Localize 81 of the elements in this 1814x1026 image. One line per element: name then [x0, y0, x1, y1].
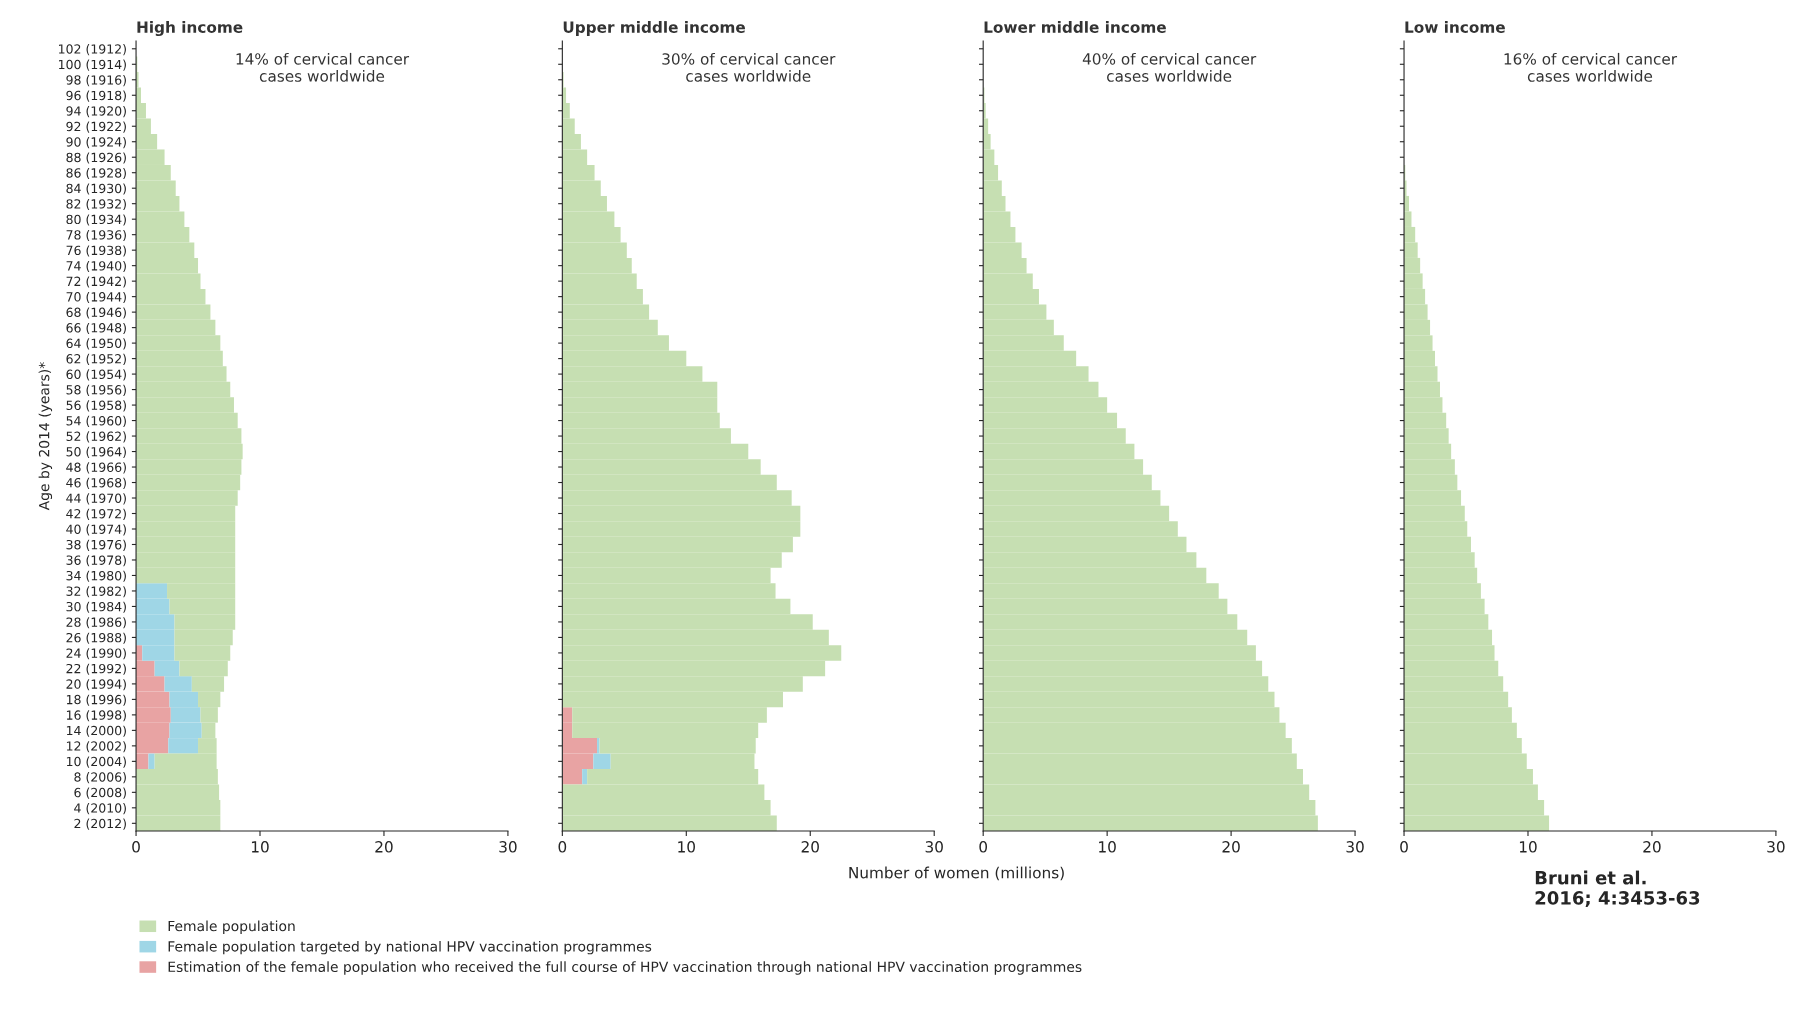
y-tick-label: 6 (2008)	[74, 787, 126, 799]
x-tick-label: 10	[1099, 841, 1116, 853]
legend-label: Female population	[168, 920, 295, 934]
y-tick-label: 86 (1928)	[66, 167, 126, 180]
y-tick-label: 16 (1998)	[66, 710, 126, 722]
y-tick-label: 98 (1916)	[66, 75, 126, 87]
chart-title: Low income	[1405, 21, 1505, 33]
y-tick-label: 64 (1950)	[66, 338, 126, 350]
y-tick-label: 42 (1972)	[66, 508, 126, 520]
y-tick-label: 10 (2004)	[66, 756, 126, 768]
y-tick-label: 96 (1918)	[66, 90, 126, 102]
y-tick-label: 14 (2000)	[66, 725, 126, 737]
annotation: 40% of cervical cancer cases worldwide	[1082, 52, 1257, 82]
x-axis-title: Number of women (millions)	[849, 866, 1064, 881]
chart-title: Lower middle income	[984, 21, 1166, 33]
y-tick-label: 26 (1988)	[66, 632, 126, 644]
y-tick-label: 78 (1936)	[66, 229, 126, 242]
y-tick-label: 90 (1924)	[66, 136, 126, 149]
x-tick-label: 0	[1400, 841, 1408, 853]
y-tick-label: 84 (1930)	[66, 183, 126, 195]
y-tick-label: 12 (2002)	[66, 741, 126, 753]
y-tick-label: 2 (2012)	[74, 818, 126, 830]
x-tick-label: 20	[801, 841, 819, 853]
y-tick-label: 82 (1932)	[66, 198, 126, 211]
y-tick-label: 34 (1980)	[66, 570, 126, 582]
x-tick-label: 30	[1767, 841, 1785, 853]
x-tick-label: 10	[251, 841, 269, 853]
y-tick-label: 56 (1958)	[66, 400, 126, 412]
y-tick-label: 48 (1966)	[66, 462, 126, 474]
y-tick-label: 72 (1942)	[66, 276, 126, 288]
y-tick-label: 70 (1944)	[66, 291, 126, 304]
x-tick-label: 0	[979, 841, 988, 853]
y-tick-label: 28 (1986)	[66, 617, 126, 629]
y-tick-label: 52 (1962)	[66, 431, 126, 443]
x-tick-label: 20	[375, 841, 393, 853]
y-tick-label: 32 (1982)	[66, 586, 126, 598]
y-tick-label: 18 (1996)	[66, 694, 126, 706]
x-tick-label: 10	[678, 841, 695, 853]
y-tick-label: 8 (2006)	[74, 772, 126, 784]
y-tick-label: 22 (1992)	[66, 663, 126, 675]
y-tick-label: 80 (1934)	[66, 214, 126, 226]
x-tick-label: 0	[558, 841, 567, 853]
y-tick-label: 100 (1914)	[59, 59, 126, 71]
y-tick-label: 88 (1926)	[66, 152, 126, 164]
y-tick-label: 60 (1954)	[66, 369, 126, 381]
x-tick-label: 30	[1346, 841, 1364, 853]
y-tick-label: 20 (1994)	[66, 679, 126, 691]
y-tick-label: 62 (1952)	[66, 353, 126, 365]
y-tick-label: 54 (1960)	[66, 415, 126, 427]
y-tick-label: 38 (1976)	[66, 539, 126, 551]
y-tick-label: 24 (1990)	[66, 648, 126, 660]
y-tick-label: 94 (1920)	[66, 106, 126, 118]
x-tick-label: 30	[499, 841, 517, 853]
y-tick-label: 46 (1968)	[66, 477, 126, 489]
y-tick-label: 76 (1938)	[66, 245, 126, 257]
y-tick-label: 50 (1964)	[66, 446, 126, 458]
x-tick-label: 0	[132, 841, 140, 853]
text: Bruni et al. 2016; 4:3453-63	[1535, 870, 1700, 908]
y-tick-label: 102 (1912)	[59, 44, 126, 56]
legend-label: Female population targeted by national HPV vaccination programmes	[168, 940, 652, 955]
x-tick-label: 20	[1643, 841, 1661, 853]
y-tick-label: 30 (1984)	[66, 601, 126, 613]
y-tick-label: 40 (1974)	[66, 524, 126, 536]
x-tick-label: 20	[1222, 841, 1240, 853]
y-tick-label: 66 (1948)	[66, 322, 126, 335]
y-tick-label: 68 (1946)	[66, 307, 126, 319]
y-axis-title: Age by 2014 (years)*	[38, 362, 53, 511]
y-tick-label: 74 (1940)	[66, 260, 126, 273]
y-tick-label: 36 (1978)	[66, 555, 126, 567]
x-tick-label: 30	[925, 841, 943, 853]
y-tick-label: 92 (1922)	[66, 121, 126, 133]
chart-title: Upper middle income	[563, 21, 745, 36]
y-tick-label: 4 (2010)	[74, 803, 126, 815]
chart-title: High income	[137, 21, 243, 36]
y-tick-label: 58 (1956)	[66, 384, 126, 396]
annotation: 14% of cervical cancer cases worldwide	[236, 52, 410, 82]
annotation: 16% of cervical cancer cases worldwide	[1504, 52, 1678, 82]
annotation: 30% of cervical cancer cases worldwide	[662, 52, 836, 82]
y-tick-label: 44 (1970)	[66, 493, 126, 505]
legend-label: Estimation of the female population who received the full course of HPV vaccination through national HPV vaccination programmes	[168, 961, 1082, 975]
x-tick-label: 10	[1519, 841, 1537, 853]
